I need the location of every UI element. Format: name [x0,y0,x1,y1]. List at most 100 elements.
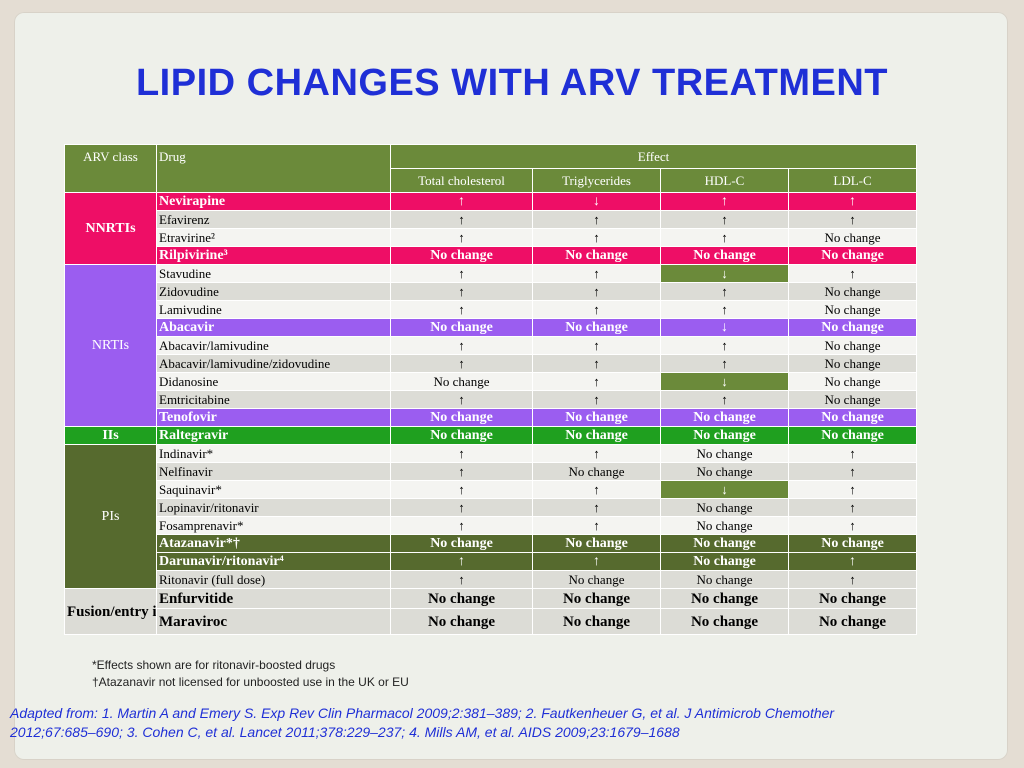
hdl-effect: No change [660,426,789,445]
total-cholesterol-effect: ↑ [390,282,533,301]
drug-name: Darunavir/ritonavir⁴ [156,552,391,571]
total-cholesterol-effect: ↑ [390,462,533,481]
total-cholesterol-effect: ↑ [390,498,533,517]
ldl-effect: No change [787,534,918,553]
total-cholesterol-effect: ↑ [390,228,533,247]
table-row: Atazanavir*† No change No change No chan… [65,534,918,553]
hdl-effect: ↑ [660,282,789,301]
table-row: Fusion/entry inhibitors Enfurvitide No c… [64,588,918,635]
drug-name: Fosamprenavir* [156,516,391,535]
table-row: Didanosine No change ↑ ↓ No change [65,372,918,391]
drug-name: Nelfinavir [156,462,391,481]
hdl-effect: No change [660,588,789,609]
drug-name: Maraviroc [156,608,391,635]
drug-name: Raltegravir [156,426,391,445]
hdl-effect: ↓ [660,480,789,499]
hdl-effect: ↑ [660,390,789,409]
footnotes: *Effects shown are for ritonavir-boosted… [92,657,409,691]
table-row: Darunavir/ritonavir⁴ ↑ ↑ No change ↑ [65,552,918,571]
total-cholesterol-effect: ↑ [390,336,533,355]
footnote-atazanavir: †Atazanavir not licensed for unboosted u… [92,675,409,689]
hdl-effect: No change [660,462,789,481]
drug-name: Etravirine² [156,228,391,247]
total-cholesterol-effect: No change [390,608,533,635]
triglycerides-effect: No change [532,588,661,609]
total-cholesterol-effect: ↑ [390,480,533,499]
ldl-effect: ↑ [787,462,918,481]
class-label-nnrti: NNRTIs [64,192,157,265]
triglycerides-effect: No change [532,462,661,481]
drug-name: Didanosine [156,372,391,391]
hdl-effect: ↓ [660,318,789,337]
table-row: Rilpivirine³ No change No change No chan… [65,246,918,265]
triglycerides-effect: ↓ [532,192,661,211]
triglycerides-effect: ↑ [532,210,661,229]
table-row: NNRTIs Nevirapine ↑ ↓ ↑ ↑ [64,192,918,265]
drug-name: Indinavir* [156,444,391,463]
hdl-effect: ↑ [660,228,789,247]
class-label-pi: PIs [64,444,157,589]
ldl-effect: ↑ [787,516,918,535]
table-row: Lopinavir/ritonavir ↑ ↑ No change ↑ [65,498,918,517]
triglycerides-effect: ↑ [532,264,661,283]
ldl-effect: No change [787,246,918,265]
total-cholesterol-effect: ↑ [390,264,533,283]
triglycerides-effect: No change [532,408,661,427]
header-hdl: HDL-C [660,168,789,193]
total-cholesterol-effect: No change [390,534,533,553]
drug-name: Rilpivirine³ [156,246,391,265]
table-row: NRTIs Stavudine ↑ ↑ ↓ ↑ [64,264,918,427]
table-row: Efavirenz ↑ ↑ ↑ ↑ [65,210,918,229]
triglycerides-effect: ↑ [532,300,661,319]
total-cholesterol-effect: ↑ [390,516,533,535]
drug-name: Ritonavir (full dose) [156,570,391,589]
total-cholesterol-effect: ↑ [390,300,533,319]
ldl-effect: No change [787,354,918,373]
footnote-boosted: *Effects shown are for ritonavir-boosted… [92,658,336,672]
ldl-effect: ↑ [787,192,918,211]
hdl-effect: ↑ [660,354,789,373]
total-cholesterol-effect: No change [390,372,533,391]
table-row: Ritonavir (full dose) ↑ No change No cha… [65,570,918,589]
reference-citation: Adapted from: 1. Martin A and Emery S. E… [10,705,835,740]
ldl-effect: ↑ [787,570,918,589]
lipid-changes-table: ARV class Drug Effect Total cholesterol … [64,144,918,635]
hdl-effect: No change [660,498,789,517]
header-total-cholesterol: Total cholesterol [390,168,533,193]
hdl-effect: No change [660,608,789,635]
triglycerides-effect: No change [532,426,661,445]
drug-name: Zidovudine [156,282,391,301]
drug-name: Abacavir/lamivudine [156,336,391,355]
drug-name: Enfurvitide [156,588,391,609]
total-cholesterol-effect: ↑ [390,444,533,463]
ldl-effect: ↑ [787,210,918,229]
drug-name: Abacavir [156,318,391,337]
triglycerides-effect: ↑ [532,282,661,301]
table-row: Tenofovir No change No change No change … [65,408,918,427]
triglycerides-effect: ↑ [532,372,661,391]
ldl-effect: ↑ [787,480,918,499]
hdl-effect: ↓ [660,264,789,283]
total-cholesterol-effect: ↑ [390,354,533,373]
drug-name: Lopinavir/ritonavir [156,498,391,517]
drug-name: Efavirenz [156,210,391,229]
slide-title: LIPID CHANGES WITH ARV TREATMENT [135,62,889,104]
total-cholesterol-effect: No change [390,246,533,265]
ldl-effect: No change [787,588,918,609]
hdl-effect: No change [660,570,789,589]
triglycerides-effect: No change [532,570,661,589]
triglycerides-effect: ↑ [532,354,661,373]
table-row: Fosamprenavir* ↑ ↑ No change ↑ [65,516,918,535]
total-cholesterol-effect: ↑ [390,210,533,229]
triglycerides-effect: No change [532,246,661,265]
drug-name: Abacavir/lamivudine/zidovudine [156,354,391,373]
drug-name: Stavudine [156,264,391,283]
ldl-effect: No change [787,426,918,445]
table-row: Abacavir No change No change ↓ No change [65,318,918,337]
table-row: Maraviroc No change No change No change … [65,608,918,635]
ldl-effect: No change [787,228,918,247]
table-row: Lamivudine ↑ ↑ ↑ No change [65,300,918,319]
drug-name: Saquinavir* [156,480,391,499]
ldl-effect: ↑ [787,552,918,571]
ldl-effect: No change [787,608,918,635]
